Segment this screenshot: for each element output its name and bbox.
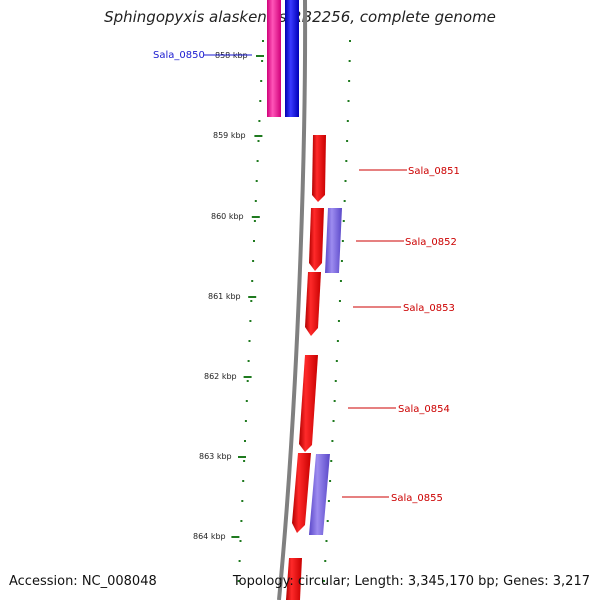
gene-arrow-sala-0852: [309, 208, 324, 271]
tick-mark: [257, 140, 260, 142]
inner-tick-track: [237, 40, 264, 582]
ruler-label: 864 kbp: [193, 532, 226, 541]
reverse-block-2: [309, 454, 330, 535]
tick-mark: [261, 60, 264, 62]
tick-mark: [331, 440, 334, 442]
tick-mark: [348, 60, 351, 62]
hit-block-pink: [267, 0, 281, 117]
tick-mark: [256, 160, 259, 162]
tick-mark: [325, 540, 328, 542]
gene-arrow-sala-0851: [312, 135, 326, 202]
gene-arrow-bottom: [286, 558, 302, 600]
ruler-label: 862 kbp: [204, 372, 237, 381]
ruler-label: 861 kbp: [208, 292, 241, 301]
tick-mark: [335, 360, 338, 362]
tick-mark: [253, 220, 256, 222]
tick-mark: [345, 160, 348, 162]
tick-mark: [349, 40, 351, 42]
outer-tick-track: [323, 40, 351, 582]
gene-arrow-sala-0855: [292, 453, 311, 533]
ruler-tick: [251, 216, 260, 218]
tick-mark: [346, 120, 349, 122]
tick-mark: [330, 460, 333, 462]
genome-title: Sphingopyxis alaskensis RB2256, complete…: [104, 8, 496, 26]
gene-label-sala-0850[interactable]: Sala_0850: [153, 50, 205, 61]
tick-mark: [324, 560, 327, 562]
ruler-label: 863 kbp: [199, 452, 232, 461]
ruler-label: 860 kbp: [211, 212, 244, 221]
ruler-tick: [243, 376, 252, 378]
gene-arrow-sala-0853: [305, 272, 321, 336]
tick-mark: [343, 200, 346, 202]
tick-mark: [339, 280, 342, 282]
hit-block-blue: [285, 0, 299, 117]
tick-mark: [247, 360, 250, 362]
tick-mark: [244, 440, 246, 442]
ruler-tick: [231, 536, 240, 538]
tick-mark: [258, 120, 261, 122]
gene-label-sala-0855[interactable]: Sala_0855: [391, 493, 443, 504]
tick-mark: [237, 580, 240, 582]
tick-mark: [259, 100, 262, 102]
ruler-label: 859 kbp: [213, 131, 246, 140]
tick-mark: [336, 340, 339, 342]
tick-mark: [333, 400, 336, 402]
gene-label-sala-0851[interactable]: Sala_0851: [408, 166, 460, 177]
ruler-tick: [238, 456, 246, 458]
tick-mark: [254, 200, 257, 202]
tick-mark: [326, 520, 329, 522]
tick-mark: [341, 240, 344, 242]
tick-mark: [248, 340, 251, 342]
genome-backbone: [277, 0, 308, 600]
tick-mark: [342, 220, 345, 222]
tick-mark: [245, 400, 248, 402]
ruler-tick: [248, 296, 257, 298]
tick-mark: [340, 260, 343, 262]
tick-mark: [242, 480, 245, 482]
tick-mark: [334, 380, 337, 382]
tick-mark: [240, 520, 243, 522]
tick-mark: [255, 180, 258, 182]
tick-mark: [347, 100, 350, 102]
gene-arrow-sala-0854: [299, 355, 318, 452]
tick-mark: [260, 80, 263, 82]
reverse-block-1: [325, 208, 342, 273]
tick-mark: [251, 280, 254, 282]
tick-mark: [329, 480, 332, 482]
tick-mark: [244, 420, 247, 422]
gene-label-sala-0853[interactable]: Sala_0853: [403, 303, 455, 314]
tick-mark: [327, 500, 330, 502]
tick-mark: [262, 40, 264, 42]
tick-mark: [344, 180, 347, 182]
tick-mark: [253, 240, 255, 242]
gene-label-sala-0852[interactable]: Sala_0852: [405, 237, 457, 248]
tick-mark: [337, 320, 340, 322]
tick-mark: [348, 80, 351, 82]
tick-mark: [239, 540, 242, 542]
tick-mark: [323, 580, 326, 582]
tick-mark: [338, 300, 341, 302]
tick-mark: [249, 320, 252, 322]
tick-mark: [238, 560, 241, 562]
ruler-tick: [256, 55, 264, 57]
tick-mark: [346, 140, 349, 142]
tick-mark: [246, 380, 249, 382]
tick-mark: [252, 260, 255, 262]
gene-label-sala-0854[interactable]: Sala_0854: [398, 404, 450, 415]
ruler-tick: [254, 135, 263, 137]
tick-mark: [250, 300, 253, 302]
tick-mark: [332, 420, 335, 422]
tick-mark: [241, 500, 244, 502]
tick-mark: [243, 460, 246, 462]
accession-text: Accession: NC_008048: [9, 574, 157, 589]
topology-summary: Topology: circular; Length: 3,345,170 bp…: [232, 574, 590, 589]
